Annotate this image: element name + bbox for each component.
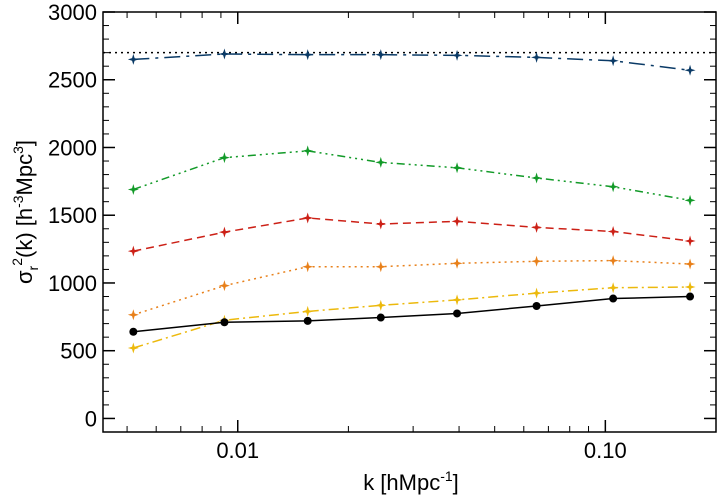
star-marker xyxy=(531,172,543,184)
y-tick-label: 500 xyxy=(60,339,97,364)
star-marker xyxy=(607,282,619,294)
series-5 xyxy=(127,281,696,354)
star-marker xyxy=(451,215,463,227)
star-marker xyxy=(607,255,619,267)
star-marker xyxy=(127,53,139,65)
series-4 xyxy=(127,255,696,321)
y-tick-label: 0 xyxy=(85,406,97,431)
star-marker xyxy=(451,162,463,174)
series-line xyxy=(133,295,691,333)
star-marker xyxy=(607,225,619,237)
x-tick-label: 0.10 xyxy=(584,438,627,463)
star-marker xyxy=(302,261,314,273)
series-line xyxy=(133,259,691,316)
circle-marker xyxy=(609,294,618,303)
star-marker xyxy=(607,181,619,193)
series-line xyxy=(133,286,691,349)
series-3 xyxy=(127,212,696,257)
star-marker xyxy=(302,212,314,224)
y-tick-label: 2000 xyxy=(48,135,97,160)
star-marker xyxy=(127,309,139,321)
star-marker xyxy=(375,261,387,273)
star-marker xyxy=(684,64,696,76)
star-marker xyxy=(375,218,387,230)
y-tick-label: 3000 xyxy=(48,0,97,25)
star-marker xyxy=(451,49,463,61)
star-marker xyxy=(684,258,696,270)
star-marker xyxy=(375,156,387,168)
series-1 xyxy=(127,48,696,76)
circle-marker xyxy=(686,292,695,301)
y-tick-label: 1500 xyxy=(48,203,97,228)
series-line xyxy=(133,150,691,202)
circle-marker xyxy=(453,309,462,318)
series-6 xyxy=(129,292,695,336)
star-marker xyxy=(451,294,463,306)
star-marker xyxy=(375,49,387,61)
circle-marker xyxy=(376,313,385,322)
star-marker xyxy=(218,226,230,238)
x-tick-label: 0.01 xyxy=(216,438,259,463)
star-marker xyxy=(218,48,230,60)
star-marker xyxy=(302,305,314,317)
star-marker xyxy=(302,145,314,157)
star-marker xyxy=(531,221,543,233)
star-marker xyxy=(531,255,543,267)
star-marker xyxy=(684,235,696,247)
star-marker xyxy=(127,183,139,195)
y-tick-label: 2500 xyxy=(48,68,97,93)
star-marker xyxy=(531,51,543,63)
series-2 xyxy=(127,145,696,206)
star-marker xyxy=(302,49,314,61)
circle-marker xyxy=(532,302,541,310)
series-line xyxy=(133,217,691,252)
circle-marker xyxy=(129,327,138,336)
plot-area-frame xyxy=(102,11,717,433)
y-tick-label: 1000 xyxy=(48,271,97,296)
series-group xyxy=(127,48,696,354)
star-marker xyxy=(218,280,230,292)
star-marker xyxy=(218,152,230,164)
x-axis-label: k [hMpc-1] xyxy=(363,468,459,495)
circle-marker xyxy=(303,316,312,325)
circle-marker xyxy=(220,318,229,327)
star-marker xyxy=(531,287,543,299)
star-marker xyxy=(375,299,387,311)
star-marker xyxy=(451,257,463,269)
axis-ticks: 0 500 1000 1500 2000 2500 3000 0.01 0.10 xyxy=(48,0,717,463)
series-line xyxy=(133,53,691,72)
star-marker xyxy=(127,245,139,257)
star-marker xyxy=(684,194,696,206)
star-marker xyxy=(127,342,139,354)
star-marker xyxy=(607,55,619,67)
star-marker xyxy=(684,281,696,293)
y-axis-label: σr2(k) [h-3Mpc3] xyxy=(9,140,41,284)
